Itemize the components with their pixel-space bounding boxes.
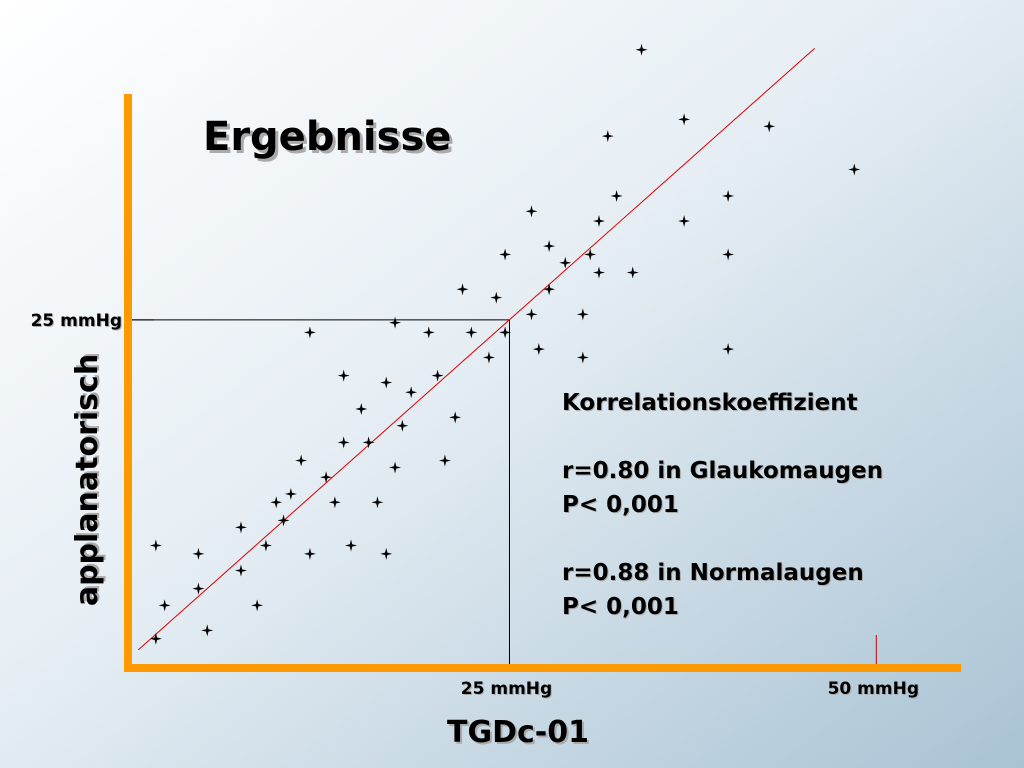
scatter-point [431, 369, 444, 382]
scatter-point [559, 256, 572, 269]
scatter-point [337, 369, 350, 382]
y-tick-label: 25 mmHg [31, 311, 122, 331]
x-tick-label: 50 mmHg [828, 679, 919, 699]
scatter-point [449, 411, 462, 424]
scatter-point [337, 436, 350, 449]
scatter-point [201, 624, 214, 637]
annotation: r=0.88 in Normalaugen [562, 560, 864, 586]
scatter-point [277, 514, 290, 527]
scatter-point [438, 454, 451, 467]
scatter-point [678, 215, 691, 228]
scatter-point [396, 419, 409, 432]
scatter-point [848, 163, 861, 176]
annotation: Korrelationskoeffizient [562, 390, 858, 416]
scatter-point [422, 326, 435, 339]
scatter-point [490, 291, 503, 304]
scatter-point [532, 343, 545, 356]
scatter-point [525, 205, 538, 218]
scatter-point [362, 436, 375, 449]
scatter-point [320, 471, 333, 484]
scatter-point [389, 461, 402, 474]
scatter-point [303, 326, 316, 339]
scatter-point [610, 189, 623, 202]
scatter-point [482, 351, 495, 364]
scatter-point [584, 248, 597, 261]
scatter-point [303, 547, 316, 560]
scatter-point [626, 266, 639, 279]
scatter-point [576, 308, 589, 321]
scatter-point [234, 564, 247, 577]
scatter-point [158, 599, 171, 612]
regression-line [137, 47, 816, 651]
scatter-point [192, 582, 205, 595]
scatter-point [465, 326, 478, 339]
scatter-point [525, 308, 538, 321]
scatter-point [371, 496, 384, 509]
annotation: P< 0,001 [562, 594, 679, 620]
scatter-point [259, 539, 272, 552]
scatter-point [601, 130, 614, 143]
scatter-point [355, 403, 368, 416]
scatter-point [192, 547, 205, 560]
scatter-point [328, 496, 341, 509]
scatter-point [543, 240, 556, 253]
scatter-point [284, 487, 297, 500]
scatter-point [405, 386, 418, 399]
chart-title: Ergebnisse [203, 114, 451, 160]
scatter-point [270, 496, 283, 509]
scatter-point [635, 43, 648, 56]
scatter-point [722, 189, 735, 202]
scatter-point [722, 343, 735, 356]
x-axis-label: TGDc-01 [447, 715, 589, 750]
scatter-point [499, 326, 512, 339]
scatter-point [149, 539, 162, 552]
scatter-point [234, 521, 247, 534]
scatter-point [576, 351, 589, 364]
scatter-point [380, 547, 393, 560]
scatter-point [456, 283, 469, 296]
scatter-point [499, 248, 512, 261]
x-tick-label: 25 mmHg [461, 679, 552, 699]
scatter-point [345, 539, 358, 552]
scatter-point [389, 316, 402, 329]
scatter-point [543, 283, 556, 296]
scatter-point [295, 454, 308, 467]
scatter-point [592, 215, 605, 228]
scatter-point [380, 376, 393, 389]
annotation: r=0.80 in Glaukomaugen [562, 458, 883, 484]
scatter-point [678, 113, 691, 126]
scatter-point [149, 632, 162, 645]
y-axis-label: applanatorisch [70, 354, 105, 606]
scatter-point [251, 599, 264, 612]
scatter-point [763, 120, 776, 133]
annotation: P< 0,001 [562, 492, 679, 518]
scatter-point [592, 266, 605, 279]
scatter-point [722, 248, 735, 261]
